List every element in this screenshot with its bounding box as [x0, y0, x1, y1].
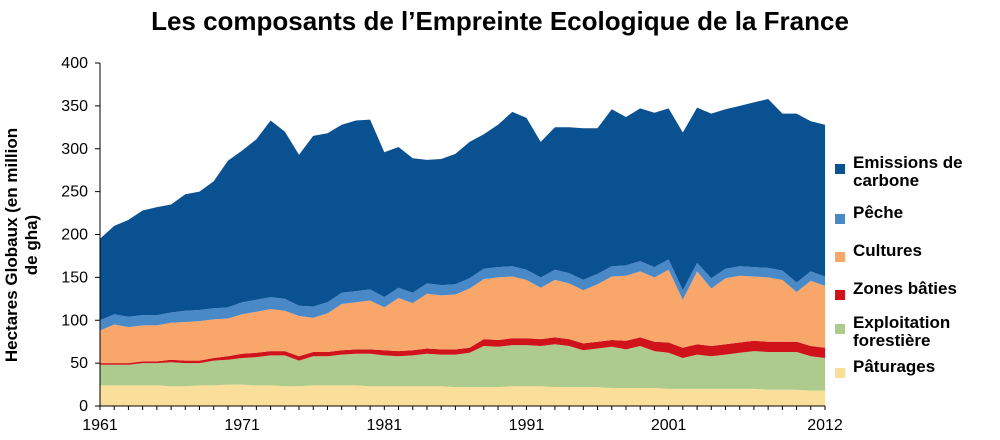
- y-axis-label: Hectares Globaux (en million de gha): [2, 127, 41, 363]
- area-exploitation-forestiere: [100, 344, 825, 391]
- axes-group: 0 50 100 150 200 250 300 350 400 1961 1971 1981 1991…: [61, 55, 843, 434]
- legend-swatch-zones-baties: [835, 290, 845, 300]
- area-series-group: [100, 99, 825, 406]
- x-tick-label: 1991: [509, 417, 545, 434]
- y-tick-label: 300: [61, 141, 88, 158]
- legend-label-peche: Pêche: [853, 203, 904, 222]
- chart-title: Les composants de l’Empreinte Ecologique…: [151, 6, 849, 36]
- legend-swatch-paturages: [835, 368, 845, 378]
- y-tick-label: 350: [61, 98, 88, 115]
- area-cultures: [100, 269, 825, 364]
- y-tick-label: 150: [61, 269, 88, 286]
- legend-swatch-emissions-de-carbone: [835, 164, 845, 174]
- area-zones-baties: [100, 337, 825, 365]
- legend-label-paturages: Pâturages: [853, 357, 936, 376]
- y-tick-label: 0: [79, 398, 88, 415]
- legend-swatch-cultures: [835, 252, 845, 262]
- area-paturages: [100, 384, 825, 406]
- area-emissions-de-carbone: [100, 99, 825, 321]
- legend-label-exploitation-forestiere: Exploitation forestière: [853, 313, 951, 350]
- y-tick-label: 200: [61, 227, 88, 244]
- x-tick-label: 1981: [367, 417, 403, 434]
- legend-label-zones-baties: Zones bâties: [853, 279, 957, 298]
- y-tick-label: 50: [70, 355, 88, 372]
- x-tick-label: 1971: [224, 417, 260, 434]
- y-tick-label: 400: [61, 55, 88, 72]
- legend-swatch-exploitation-forestiere: [835, 324, 845, 334]
- legend-label-emissions-de-carbone: Emissions de carbone: [853, 153, 963, 190]
- x-tick-label: 2001: [651, 417, 687, 434]
- y-tick-label: 100: [61, 312, 88, 329]
- x-tick-label: 1961: [82, 417, 118, 434]
- x-tick-label: 2012: [807, 417, 843, 434]
- y-tick-label: 250: [61, 184, 88, 201]
- legend-swatch-peche: [835, 214, 845, 224]
- legend-label-cultures: Cultures: [853, 241, 922, 260]
